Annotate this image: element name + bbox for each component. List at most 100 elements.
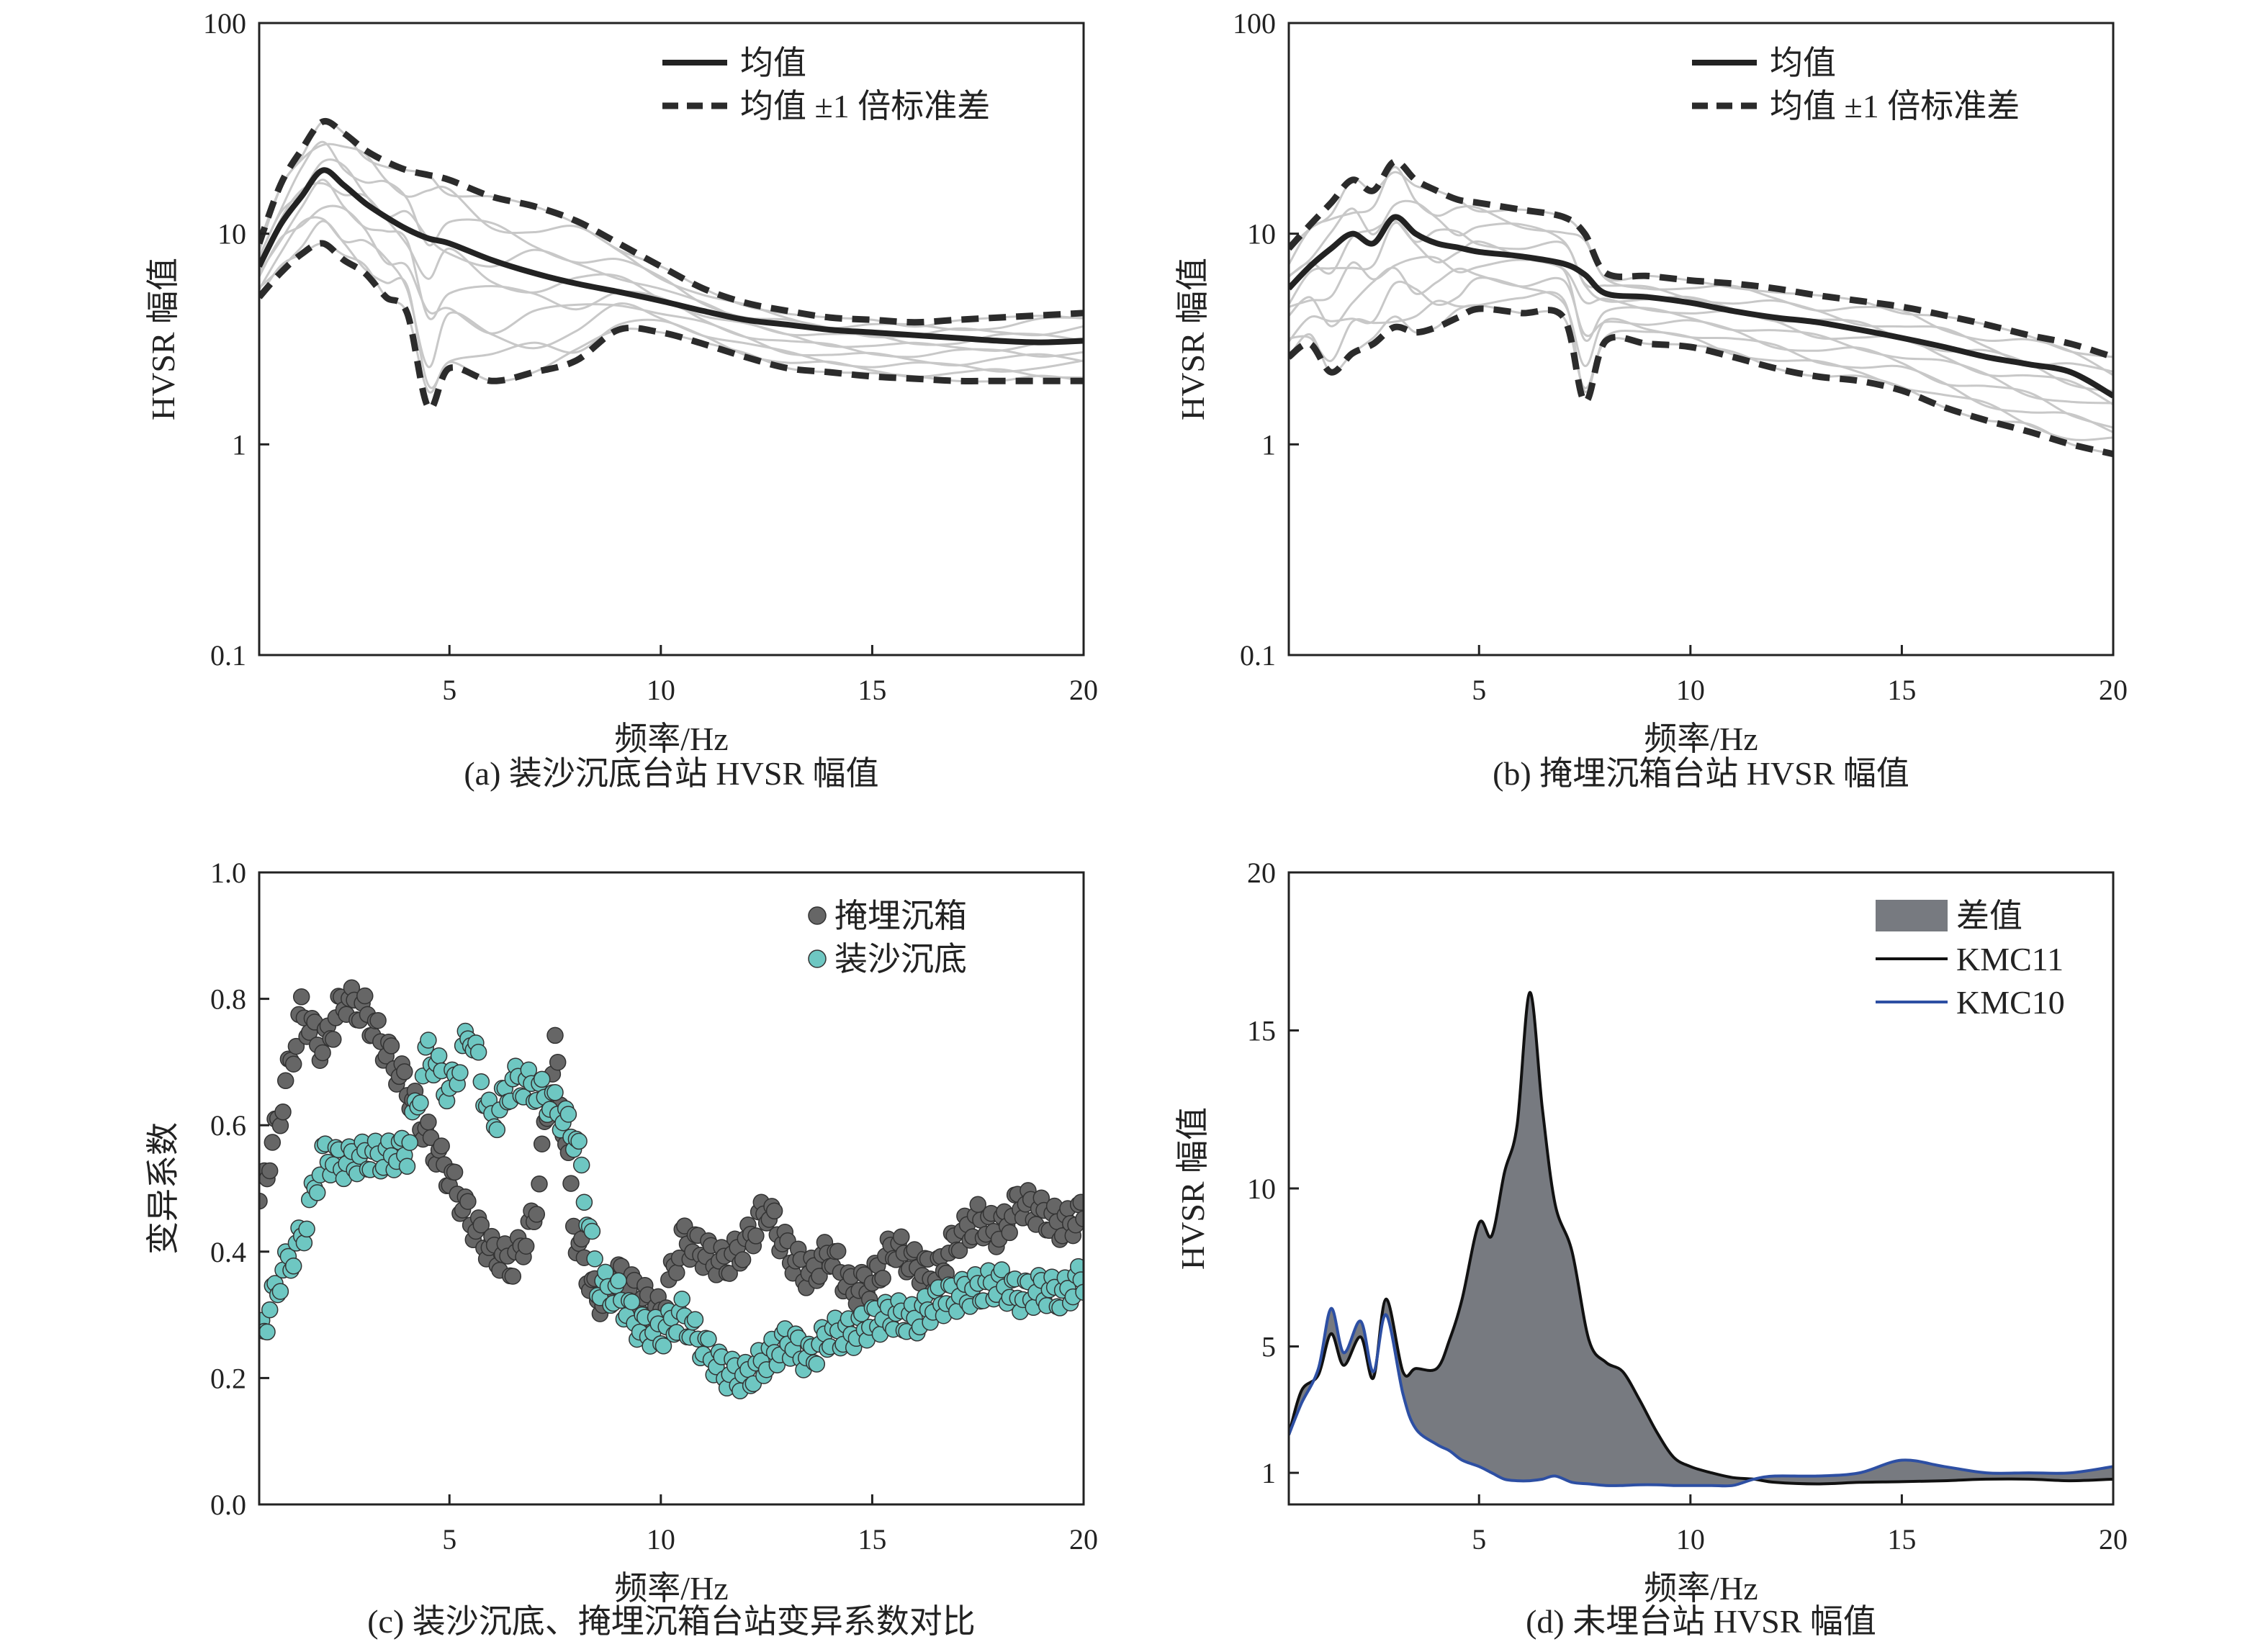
legend-mean-label: 均值	[740, 45, 806, 81]
scatter-point	[451, 1064, 469, 1081]
scatter-point	[993, 1261, 1010, 1278]
plot-area-b	[1289, 158, 2113, 458]
scatter-point	[893, 1228, 910, 1246]
panel-a: 5 10 15 20 0.1 1 10 100 频率/Hz HVSR 幅值 (a) 装沙沉底台站 H…	[145, 7, 1098, 792]
series-sand-sunk	[259, 1022, 1084, 1400]
scatter-point	[1075, 1210, 1084, 1228]
x-tick-label: 15	[1887, 1523, 1916, 1556]
scatter-point	[531, 1175, 548, 1193]
scatter-point	[808, 1355, 826, 1373]
x-tick-label: 15	[858, 1523, 886, 1556]
panel-b: 5 10 15 20 0.1 1 10 100 频率/Hz HVSR 幅值 (b) 掩埋沉箱台站 H…	[1174, 7, 2128, 792]
legend-sand-label: 装沙沉底	[834, 941, 967, 978]
plot-area-a	[259, 117, 1084, 412]
scatter-point	[570, 1132, 588, 1150]
x-tick-label: 20	[1069, 674, 1098, 706]
station-curve	[259, 204, 1084, 367]
y-axis-label: HVSR 幅值	[145, 258, 181, 420]
scatter-point	[295, 1234, 313, 1252]
legend: 差值 KMC11 KMC10	[1876, 898, 2065, 1021]
scatter-point	[517, 1237, 535, 1255]
station-curve	[1289, 256, 2113, 405]
x-tick-label: 20	[1069, 1523, 1098, 1556]
scatter-point	[412, 1094, 429, 1111]
scatter-point	[284, 1055, 302, 1073]
x-tick-label: 5	[1472, 674, 1486, 706]
x-tick-label: 10	[647, 674, 675, 706]
x-tick-label: 15	[858, 674, 886, 706]
scatter-point	[673, 1290, 690, 1308]
scatter-point	[654, 1337, 672, 1355]
scatter-point	[261, 1301, 279, 1319]
scatter-point	[446, 1163, 464, 1181]
scatter-point	[488, 1121, 506, 1139]
y-tick-label: 1	[1261, 428, 1276, 461]
scatter-point	[472, 1217, 490, 1234]
scatter-point	[271, 1283, 289, 1300]
scatter-point	[549, 1053, 567, 1071]
scatter-point	[1072, 1193, 1084, 1211]
x-tick-label: 10	[647, 1523, 675, 1556]
scatter-point	[433, 1137, 450, 1155]
scatter-point	[292, 988, 310, 1006]
x-tick-label: 20	[2099, 1523, 2128, 1556]
plot-area-d	[1289, 990, 2113, 1488]
y-tick-label: 1	[232, 428, 246, 461]
legend-sand-swatch	[808, 949, 827, 968]
mean-line	[1289, 214, 2113, 399]
y-axis-label: 变异系数	[145, 1122, 181, 1255]
scatter-point	[369, 1011, 387, 1029]
station-curve	[1289, 219, 2113, 392]
scatter-point	[325, 1031, 342, 1048]
y-tick-label: 0.4	[210, 1236, 246, 1268]
scatter-point	[528, 1206, 546, 1223]
scatter-point	[398, 1157, 416, 1175]
y-tick-label: 0.0	[210, 1489, 246, 1521]
scatter-point	[396, 1063, 413, 1080]
scatter-point	[259, 1323, 276, 1341]
scatter-point	[472, 1073, 490, 1091]
x-axis-label: 频率/Hz	[1644, 1570, 1758, 1607]
station-curve	[1289, 166, 2113, 376]
x-tick-label: 5	[1472, 1523, 1486, 1556]
scatter-point	[261, 1162, 279, 1180]
panel-caption: (b) 掩埋沉箱台站 HVSR 幅值	[1493, 755, 1909, 792]
scatter-point	[420, 1032, 437, 1049]
scatter-point	[583, 1222, 601, 1240]
scatter-point	[520, 1061, 538, 1079]
y-axis-label: HVSR 幅值	[1174, 1107, 1211, 1270]
station-curve	[1289, 171, 2113, 358]
scatter-point	[533, 1070, 551, 1088]
station-curve	[1289, 291, 2113, 441]
x-tick-label: 10	[1676, 1523, 1705, 1556]
station-curve	[259, 216, 1084, 373]
scatter-point	[700, 1330, 717, 1348]
y-tick-label: 0.1	[210, 639, 246, 672]
scatter-point	[274, 1103, 292, 1121]
x-axis-label: 频率/Hz	[614, 1570, 728, 1607]
plot-area-c	[259, 979, 1084, 1400]
scatter-point	[610, 1272, 627, 1290]
scatter-point	[420, 1114, 437, 1131]
panel-caption: (d) 未埋台站 HVSR 幅值	[1526, 1603, 1876, 1640]
scatter-point	[575, 1193, 593, 1211]
scatter-point	[811, 1268, 828, 1285]
y-tick-label: 100	[1233, 7, 1276, 40]
scatter-point	[546, 1084, 564, 1101]
y-tick-label: 5	[1261, 1331, 1276, 1363]
scatter-point	[284, 1258, 302, 1275]
panel-caption: (a) 装沙沉底台站 HVSR 幅值	[464, 755, 878, 792]
scatter-point	[287, 1037, 305, 1055]
station-curve	[259, 181, 1084, 352]
y-tick-label: 10	[217, 218, 246, 250]
plot-frame	[1287, 22, 2115, 656]
scatter-point	[356, 987, 374, 1005]
y-tick-label: 100	[203, 7, 246, 40]
plot-frame	[258, 22, 1085, 656]
x-tick-label: 15	[1887, 674, 1916, 706]
scatter-point	[382, 1037, 400, 1055]
